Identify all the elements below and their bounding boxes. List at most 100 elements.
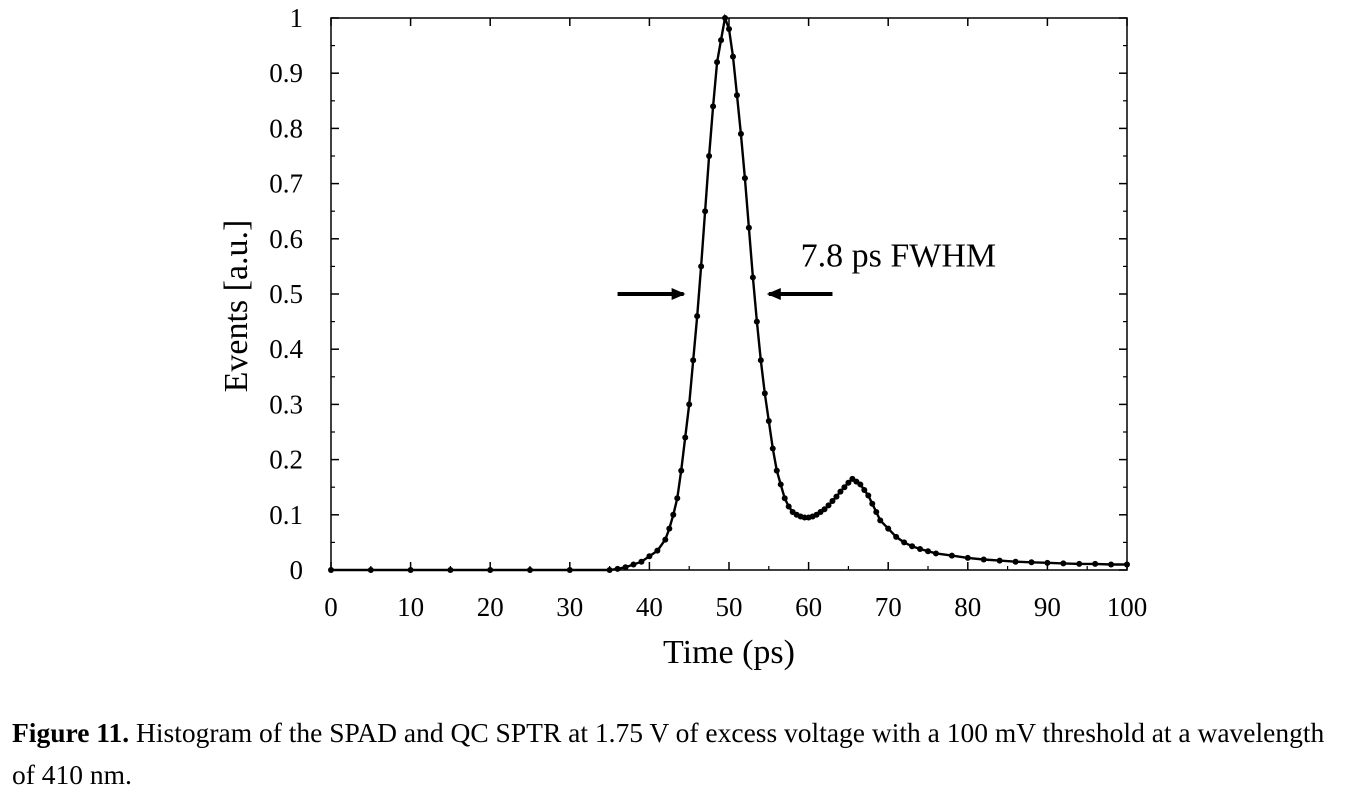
- data-point: [741, 175, 748, 182]
- data-point: [825, 502, 832, 509]
- data-point: [777, 481, 784, 488]
- data-point: [670, 511, 677, 518]
- x-tick-label: 0: [324, 592, 338, 622]
- data-point: [773, 467, 780, 474]
- y-tick-label: 0.9: [269, 58, 303, 88]
- data-point: [527, 567, 533, 573]
- data-point: [821, 506, 828, 513]
- data-point: [841, 484, 848, 491]
- data-point: [829, 498, 836, 504]
- data-point: [729, 53, 736, 60]
- y-tick-label: 0.1: [269, 500, 303, 530]
- data-point: [690, 357, 697, 364]
- fwhm-annotation: 7.8 ps FWHM: [801, 237, 997, 274]
- data-point: [698, 263, 705, 270]
- data-point: [714, 59, 721, 66]
- data-point: [678, 467, 685, 474]
- data-point: [1076, 560, 1083, 567]
- data-point: [869, 500, 876, 507]
- data-point: [877, 517, 884, 524]
- data-point: [566, 567, 573, 573]
- data-point: [753, 318, 760, 325]
- data-point: [996, 557, 1003, 564]
- data-point: [781, 495, 788, 502]
- data-point: [885, 525, 892, 532]
- data-point: [407, 567, 414, 573]
- data-point: [367, 567, 374, 573]
- x-tick-label: 40: [636, 592, 663, 622]
- data-point: [964, 554, 971, 561]
- data-point: [682, 434, 689, 441]
- y-tick-label: 0: [290, 555, 304, 585]
- data-point: [487, 567, 494, 573]
- x-tick-label: 100: [1107, 592, 1148, 622]
- data-point: [674, 495, 681, 502]
- figure-caption: Figure 11. Histogram of the SPAD and QC …: [12, 712, 1342, 796]
- data-point: [654, 547, 661, 554]
- data-point: [447, 567, 454, 573]
- data-point: [785, 503, 792, 510]
- data-point: [722, 15, 729, 21]
- y-tick-label: 0.8: [269, 113, 303, 143]
- data-point: [980, 556, 987, 563]
- data-point: [1124, 561, 1130, 568]
- data-point: [761, 390, 768, 397]
- data-point: [837, 488, 844, 495]
- x-tick-label: 80: [954, 592, 981, 622]
- x-axis-title: Time (ps): [663, 634, 795, 671]
- data-point: [737, 130, 744, 137]
- data-point: [909, 543, 916, 550]
- data-point: [726, 26, 732, 33]
- data-point: [861, 486, 868, 493]
- data-point: [1028, 559, 1035, 566]
- x-tick-label: 20: [477, 592, 504, 622]
- data-point: [917, 546, 924, 553]
- y-tick-label: 0.6: [269, 224, 303, 254]
- x-tick-label: 10: [397, 592, 424, 622]
- data-point: [733, 92, 740, 99]
- x-tick-label: 90: [1034, 592, 1061, 622]
- y-tick-label: 0.7: [269, 169, 303, 199]
- x-tick-label: 50: [716, 592, 743, 622]
- chart: 0 10 20 30 40 50 60 70 80 90 100 0 0.1 0.2 0.3 0.4 0.5 0.…: [218, 3, 1148, 671]
- figure-caption-label: Figure 11.: [12, 717, 130, 748]
- x-tick-label: 70: [875, 592, 902, 622]
- series-line: [331, 13, 1127, 572]
- y-tick-label: 0.2: [269, 445, 303, 475]
- y-tick-label: 0.3: [269, 389, 303, 419]
- data-point: [606, 567, 613, 573]
- data-point: [757, 357, 764, 364]
- data-point: [845, 479, 852, 486]
- y-axis-title: Events [a.u.]: [218, 220, 255, 393]
- data-point: [694, 313, 701, 320]
- data-point: [925, 548, 931, 555]
- y-tick-label: 1: [290, 3, 304, 33]
- data-point: [932, 550, 939, 557]
- data-point: [718, 37, 725, 44]
- data-point: [646, 553, 653, 560]
- data-point: [893, 533, 900, 540]
- y-tick-label: 0.4: [269, 334, 303, 364]
- y-tick-label: 0.5: [269, 279, 303, 309]
- data-point: [710, 103, 717, 110]
- x-tick-label: 60: [795, 592, 822, 622]
- data-point: [873, 509, 880, 516]
- data-point: [638, 558, 645, 565]
- data-point: [833, 493, 840, 500]
- data-point: [702, 208, 709, 215]
- data-point: [630, 561, 637, 568]
- data-point: [1044, 559, 1051, 566]
- data-point: [901, 539, 908, 546]
- data-point: [1108, 561, 1115, 568]
- data-point: [1012, 558, 1019, 565]
- data-point: [686, 401, 693, 408]
- data-point: [622, 564, 629, 571]
- data-point: [948, 552, 955, 559]
- plot-area-frame: [330, 17, 1128, 571]
- data-point: [765, 417, 772, 424]
- data-point: [328, 567, 334, 573]
- data-point: [706, 153, 713, 159]
- data-point: [865, 492, 872, 499]
- data-point: [666, 525, 673, 532]
- data-point: [1092, 560, 1099, 567]
